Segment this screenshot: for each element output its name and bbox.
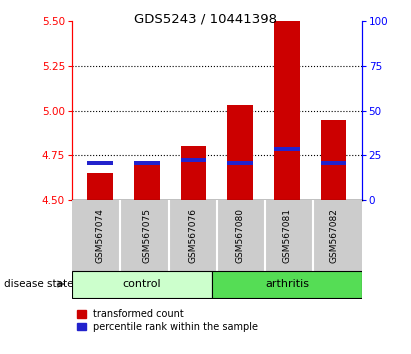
Bar <box>227 105 253 200</box>
Bar <box>134 161 159 165</box>
Bar <box>87 161 113 165</box>
Text: GSM567076: GSM567076 <box>189 208 198 263</box>
Text: control: control <box>123 279 162 289</box>
Bar <box>180 158 206 161</box>
Bar <box>321 161 346 165</box>
Text: GSM567075: GSM567075 <box>142 208 151 263</box>
Text: GSM567081: GSM567081 <box>282 208 291 263</box>
Text: disease state: disease state <box>4 279 74 289</box>
Bar <box>321 120 346 200</box>
Bar <box>180 147 206 200</box>
Text: GSM567082: GSM567082 <box>329 208 338 263</box>
Text: arthritis: arthritis <box>265 279 309 289</box>
Text: GSM567074: GSM567074 <box>95 208 104 263</box>
Bar <box>134 164 159 200</box>
Bar <box>212 271 362 298</box>
Bar <box>274 21 300 200</box>
Bar <box>72 271 212 298</box>
Legend: transformed count, percentile rank within the sample: transformed count, percentile rank withi… <box>77 309 259 332</box>
Text: GDS5243 / 10441398: GDS5243 / 10441398 <box>134 12 277 25</box>
Bar <box>227 161 253 165</box>
Text: GSM567080: GSM567080 <box>236 208 245 263</box>
Bar <box>274 147 300 151</box>
Bar <box>87 173 113 200</box>
